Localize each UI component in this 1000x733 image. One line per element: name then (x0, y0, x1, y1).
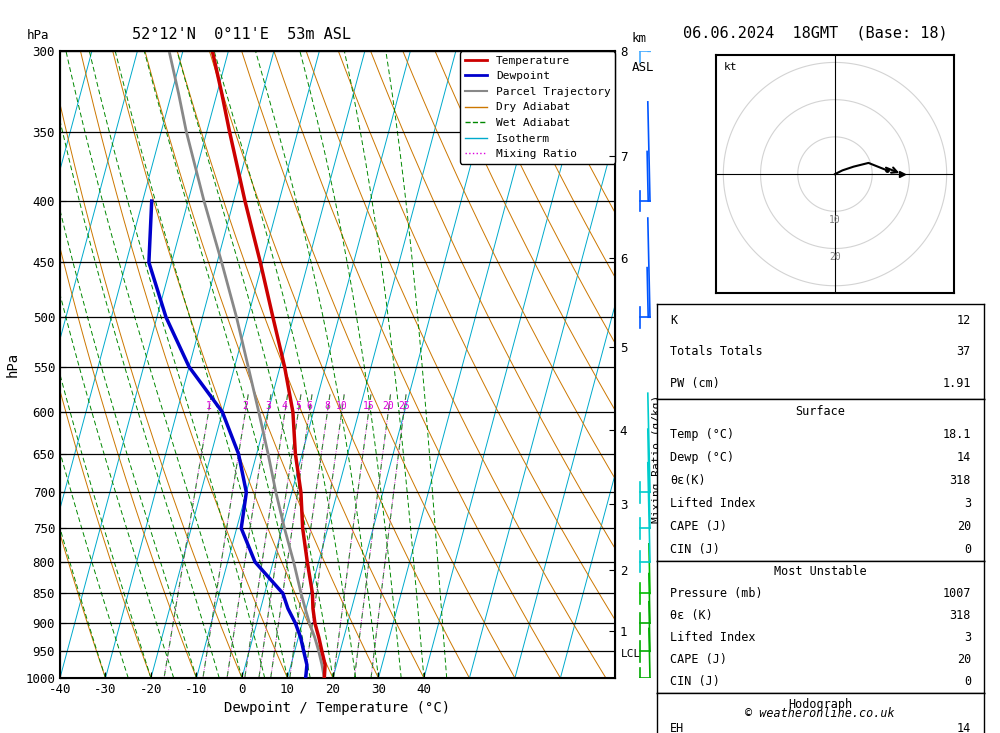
Text: 5: 5 (295, 401, 301, 411)
Text: K: K (670, 314, 677, 327)
Text: 0: 0 (964, 675, 971, 688)
Text: kt: kt (723, 62, 737, 72)
Text: 12: 12 (957, 314, 971, 327)
Text: 20: 20 (957, 520, 971, 533)
Text: Dewp (°C): Dewp (°C) (670, 451, 734, 463)
Text: 1: 1 (206, 401, 211, 411)
Text: 37: 37 (957, 345, 971, 358)
Text: 1007: 1007 (942, 587, 971, 600)
Text: EH: EH (670, 723, 684, 733)
Text: Pressure (mb): Pressure (mb) (670, 587, 763, 600)
Text: 318: 318 (950, 609, 971, 622)
Text: CAPE (J): CAPE (J) (670, 653, 727, 666)
Text: 06.06.2024  18GMT  (Base: 18): 06.06.2024 18GMT (Base: 18) (683, 26, 947, 40)
Text: 25: 25 (398, 401, 410, 411)
Text: 14: 14 (957, 723, 971, 733)
Text: 10: 10 (336, 401, 348, 411)
Text: Temp (°C): Temp (°C) (670, 427, 734, 441)
Text: km: km (632, 32, 647, 45)
Text: θε(K): θε(K) (670, 474, 706, 487)
Text: ASL: ASL (632, 61, 654, 74)
Text: CIN (J): CIN (J) (670, 675, 720, 688)
Text: 10: 10 (829, 215, 841, 225)
Text: 52°12'N  0°11'E  53m ASL: 52°12'N 0°11'E 53m ASL (132, 27, 351, 42)
Text: Mixing Ratio (g/kg): Mixing Ratio (g/kg) (652, 394, 662, 523)
Text: 20: 20 (829, 252, 841, 262)
Text: hPa: hPa (27, 29, 49, 42)
Text: 0: 0 (964, 542, 971, 556)
Text: 15: 15 (363, 401, 374, 411)
Text: LCL: LCL (621, 649, 641, 659)
Text: Most Unstable: Most Unstable (774, 565, 867, 578)
Text: Surface: Surface (796, 405, 845, 418)
Text: 318: 318 (950, 474, 971, 487)
Text: Hodograph: Hodograph (788, 699, 853, 711)
Text: 18.1: 18.1 (942, 427, 971, 441)
Text: 4: 4 (282, 401, 288, 411)
Text: 20: 20 (382, 401, 394, 411)
Y-axis label: hPa: hPa (6, 352, 20, 377)
Text: 6: 6 (306, 401, 312, 411)
X-axis label: Dewpoint / Temperature (°C): Dewpoint / Temperature (°C) (224, 701, 451, 715)
Text: PW (cm): PW (cm) (670, 377, 720, 390)
Text: CIN (J): CIN (J) (670, 542, 720, 556)
Text: 3: 3 (964, 497, 971, 509)
Legend: Temperature, Dewpoint, Parcel Trajectory, Dry Adiabat, Wet Adiabat, Isotherm, Mi: Temperature, Dewpoint, Parcel Trajectory… (460, 51, 615, 163)
Text: © weatheronline.co.uk: © weatheronline.co.uk (745, 707, 895, 720)
Text: 3: 3 (265, 401, 271, 411)
Text: 3: 3 (964, 631, 971, 644)
Text: 14: 14 (957, 451, 971, 463)
Text: 8: 8 (324, 401, 330, 411)
Text: Lifted Index: Lifted Index (670, 497, 756, 509)
Text: 20: 20 (957, 653, 971, 666)
Text: Lifted Index: Lifted Index (670, 631, 756, 644)
Text: 2: 2 (242, 401, 248, 411)
Text: Totals Totals: Totals Totals (670, 345, 763, 358)
Text: θε (K): θε (K) (670, 609, 713, 622)
Text: CAPE (J): CAPE (J) (670, 520, 727, 533)
Text: 1.91: 1.91 (942, 377, 971, 390)
